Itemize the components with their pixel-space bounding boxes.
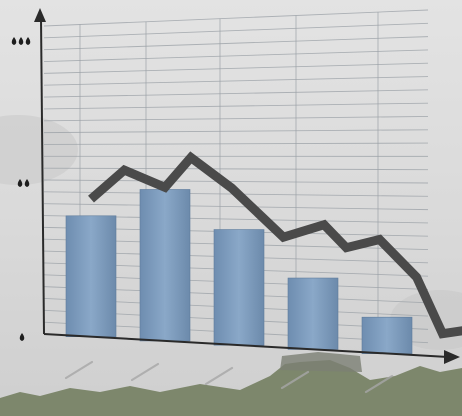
grid-line-horizontal — [43, 36, 429, 51]
axes-group — [34, 8, 460, 364]
bar — [287, 277, 339, 350]
x-axis — [43, 333, 449, 358]
x-tick-label-blur — [64, 360, 94, 380]
bar — [213, 229, 265, 346]
x-tick-label-blur — [204, 366, 234, 386]
bars-group — [65, 189, 413, 354]
series-line — [88, 151, 462, 339]
grid-line-horizontal — [43, 76, 429, 86]
y-tick-marker — [17, 179, 23, 187]
building-silhouette — [280, 352, 362, 372]
grid-line-horizontal — [43, 203, 429, 211]
y-tick-marker — [24, 179, 30, 187]
grid-line-horizontal — [43, 116, 429, 122]
x-axis-arrow-icon — [444, 350, 460, 364]
bar — [361, 316, 413, 354]
ground-silhouette — [0, 360, 462, 416]
trend-line-group — [64, 151, 462, 394]
bar — [65, 215, 117, 337]
grid-line-horizontal — [43, 62, 429, 74]
x-tick-label-blur — [364, 374, 394, 394]
x-tick-label-blur — [280, 370, 310, 390]
x-tick-label-blur — [130, 362, 160, 382]
y-tick-marker — [11, 37, 17, 45]
y-tick-marker — [19, 333, 25, 341]
y-axis-arrow-icon — [34, 8, 46, 22]
y-tick-marker — [18, 37, 24, 45]
grid-line-horizontal — [43, 167, 429, 171]
grid-line-horizontal — [43, 9, 429, 27]
bar — [139, 189, 191, 342]
grid-line-horizontal — [43, 129, 429, 134]
y-tick-group — [11, 37, 31, 341]
y-axis — [40, 17, 45, 335]
grid-line-horizontal — [43, 102, 429, 110]
grid-line-horizontal — [43, 89, 429, 98]
y-tick-marker — [25, 37, 31, 45]
grid-line-horizontal — [43, 142, 429, 145]
grid-line-horizontal — [43, 22, 429, 39]
grid-line-horizontal — [43, 49, 429, 62]
